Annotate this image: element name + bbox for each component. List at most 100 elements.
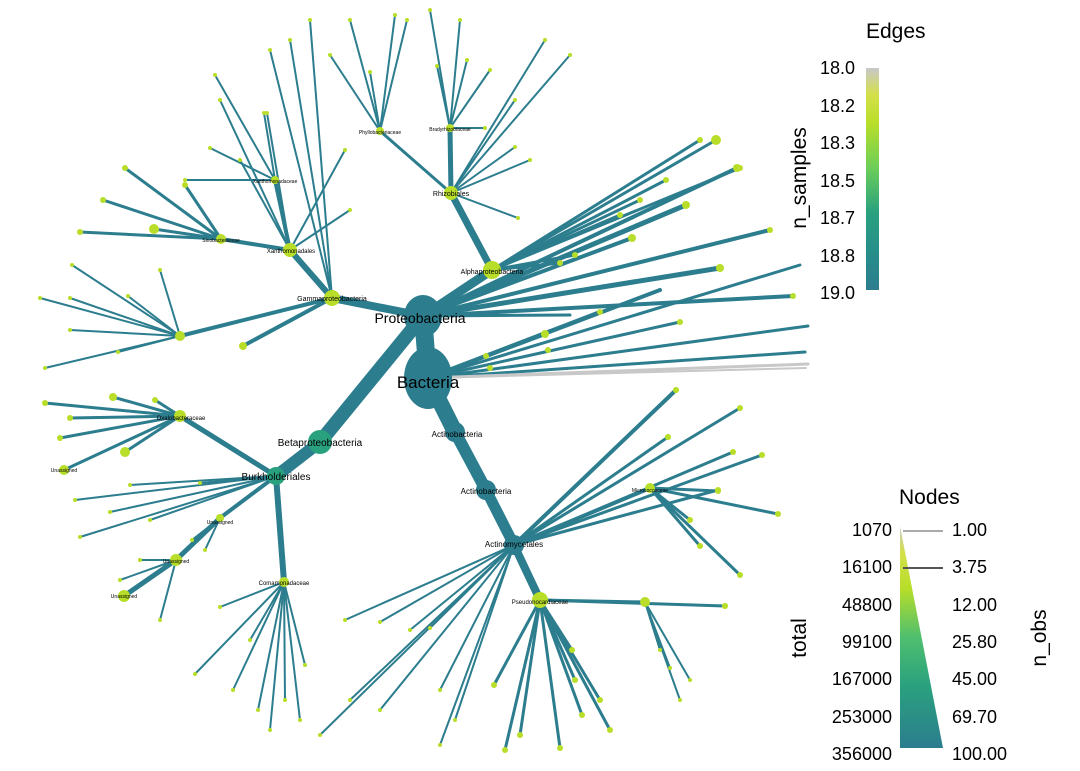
tree-node: [208, 146, 212, 150]
tree-edge: [379, 544, 515, 623]
tree-edge: [62, 414, 182, 472]
label-burkholderiales: Burkholderiales: [242, 472, 311, 483]
tree-node: [428, 8, 432, 12]
tree-edge: [538, 598, 584, 717]
tree-edge: [644, 601, 671, 669]
tree-node: [677, 319, 683, 325]
nodes-legend-right-tick: 100.00: [952, 743, 1008, 764]
edge-actino-actino: [449, 426, 492, 496]
tree-node: [256, 708, 260, 712]
tree-edge: [648, 486, 780, 516]
tree-edge: [218, 474, 278, 520]
edges-legend-tick: 18.3: [820, 133, 856, 153]
tree-edge: [78, 230, 223, 241]
tree-edge: [429, 9, 451, 129]
tree-edge: [119, 559, 177, 581]
node-actinomycetales: [504, 535, 524, 555]
tree-edge: [39, 297, 181, 337]
tree-edge: [369, 71, 381, 132]
tree-node: [453, 718, 457, 722]
tree-node: [238, 158, 242, 162]
tree-node: [148, 518, 152, 522]
tree-edge: [450, 192, 519, 219]
label-xanthomonadaceae: Xanthomonadaceae: [253, 179, 298, 185]
tree-node: [737, 405, 743, 411]
tree-edge: [183, 183, 223, 241]
tree-node: [516, 216, 520, 220]
tree-node: [70, 263, 74, 267]
tree-node: [687, 517, 693, 523]
nodes-legend-left-tick: 16100: [841, 557, 892, 578]
tree-node: [663, 177, 669, 183]
label-pseudonocardiaceae: Pseudonocardiaceae: [512, 600, 569, 606]
tree-node: [43, 366, 47, 370]
label-unassigned-3: Unassigned: [111, 594, 138, 600]
tree-edge: [426, 320, 682, 380]
label-unassigned-2: Unassigned: [163, 559, 190, 565]
node-actinobacteria-2: [476, 480, 496, 500]
tree-edge: [79, 475, 277, 538]
edges-legend-tick: 18.7: [820, 208, 856, 228]
tree-node: [628, 234, 636, 242]
tree-node: [38, 296, 42, 300]
tree-node: [68, 296, 72, 300]
tree-edge: [648, 486, 720, 493]
nodes-legend-right-tick: 1.00: [952, 520, 988, 540]
tree-edge: [149, 475, 277, 521]
tree-node: [203, 548, 207, 552]
tree-node: [759, 452, 765, 458]
tree-edge: [644, 601, 691, 681]
tree-node: [483, 126, 487, 130]
tree-edge: [177, 413, 279, 479]
tree-edge: [447, 125, 454, 196]
tree-node: [488, 68, 492, 72]
tree-edge: [232, 581, 285, 691]
tree-edge: [257, 581, 285, 711]
tree-node: [152, 397, 158, 403]
tree-node: [716, 264, 724, 272]
tree-node: [569, 647, 575, 653]
tree-node: [376, 127, 384, 135]
tree-node: [57, 435, 63, 441]
tree-node: [557, 745, 563, 751]
node-burkholderiales: [267, 467, 285, 485]
nodes-legend-right-tick: 12.00: [952, 594, 998, 615]
tree-node: [216, 514, 224, 522]
tree-edge: [121, 557, 179, 599]
tree-edge: [439, 544, 515, 691]
heat-tree: Proteobacteria Bacteria Betaproteobacter…: [38, 8, 810, 753]
edges-legend-tick: 18.0: [820, 58, 856, 78]
tree-edge: [111, 395, 182, 418]
tree-node: [213, 73, 217, 77]
nodes-legend-left-tick: 253000: [831, 706, 892, 727]
tree-edge: [512, 388, 678, 547]
tree-edge: [101, 198, 223, 241]
tree-node: [279, 577, 289, 587]
label-bradyrhizobiaceae: Bradyrhizobiaceae: [429, 127, 471, 133]
nodes-legend-left-tick: 1070: [851, 520, 892, 540]
tree-edge: [421, 236, 634, 318]
tree-node: [59, 465, 69, 475]
tree-edge: [538, 598, 562, 750]
tree-node: [711, 135, 721, 145]
node-bacteria: [404, 347, 452, 409]
tree-node: [308, 18, 312, 22]
tree-node: [118, 578, 122, 582]
tree-node: [688, 678, 692, 682]
tree-edge: [426, 350, 807, 380]
tree-node: [158, 618, 162, 622]
tree-edge: [409, 544, 515, 631]
nodes-legend-left-tick: 99100: [841, 631, 892, 652]
tree-edge: [379, 544, 515, 711]
tree-edge: [349, 19, 381, 132]
tree-edge: [512, 435, 670, 547]
tree-node: [248, 638, 252, 642]
tree-edge: [204, 517, 221, 551]
tree-edge: [538, 598, 727, 608]
edges-legend-tick: 18.5: [820, 170, 856, 191]
tree-node: [572, 252, 578, 258]
tree-node: [182, 182, 188, 188]
tree-node: [722, 603, 728, 609]
tree-edge: [512, 488, 720, 547]
tree-edge: [450, 54, 571, 194]
